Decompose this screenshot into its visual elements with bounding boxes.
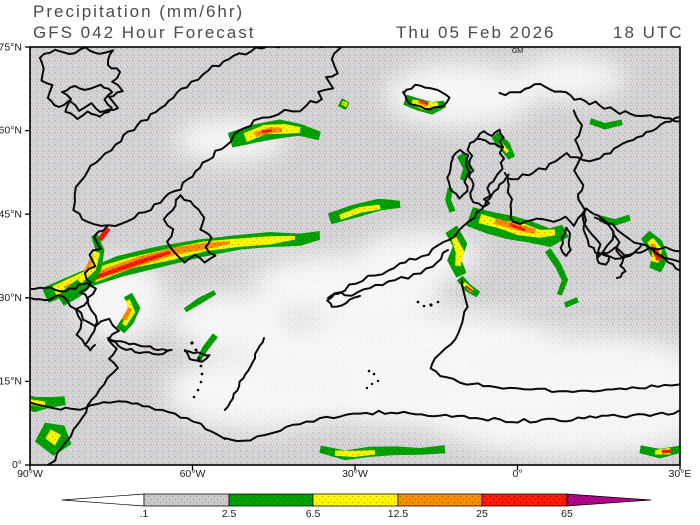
svg-text:15°N: 15°N [0,376,22,388]
svg-text:60°W: 60°W [180,468,206,480]
svg-text:2.5: 2.5 [222,508,237,520]
svg-text:.1: .1 [140,508,149,520]
svg-text:6.5: 6.5 [306,508,321,520]
svg-text:45°N: 45°N [0,208,22,220]
svg-text:0°: 0° [12,459,22,471]
svg-text:25: 25 [476,508,488,520]
svg-text:0°: 0° [512,468,522,480]
svg-text:GM: GM [512,48,523,55]
svg-text:30°N: 30°N [0,292,22,304]
svg-text:75°N: 75°N [0,42,22,54]
svg-text:30°W: 30°W [342,468,368,480]
svg-text:60°N: 60°N [0,125,22,137]
svg-text:30°E: 30°E [669,468,692,480]
svg-text:65: 65 [561,508,573,520]
svg-text:12.5: 12.5 [388,508,409,520]
